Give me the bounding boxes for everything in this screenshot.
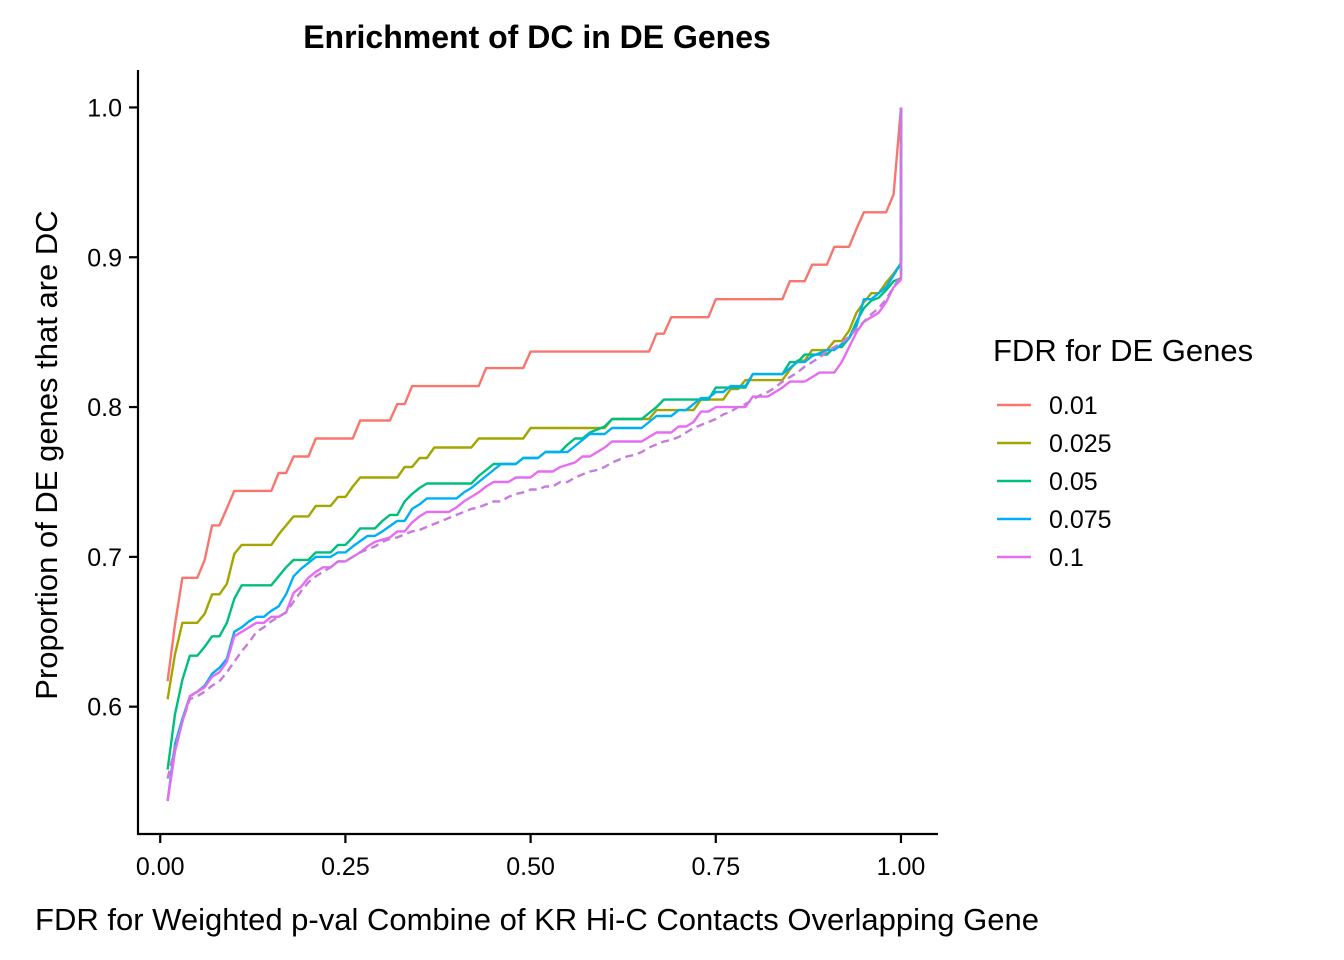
legend: FDR for DE Genes 0.01 0.025 0.05 0.075 0.1 [993, 333, 1253, 572]
plot-area [166, 107, 903, 802]
series-line-0_1 [166, 107, 903, 802]
y-tick-label: 0.9 [87, 244, 122, 272]
x-tick-label: 0.25 [321, 853, 370, 881]
legend-title: FDR for DE Genes [993, 333, 1253, 368]
y-tick-label: 0.6 [87, 694, 122, 722]
x-tick-label: 0.50 [506, 853, 555, 881]
series-line-0_025 [166, 107, 903, 700]
legend-label: 0.075 [1049, 506, 1112, 534]
x-tick-label: 0.00 [136, 853, 185, 881]
chart-title: Enrichment of DC in DE Genes [303, 19, 771, 55]
x-axis-label: FDR for Weighted p-val Combine of KR Hi-… [35, 902, 1039, 937]
legend-label: 0.025 [1049, 430, 1112, 458]
y-axis-ticks: 0.6 0.7 0.8 0.9 1.0 [87, 94, 138, 722]
series-line-0_05 [166, 107, 903, 770]
series-line-0_01 [166, 107, 903, 682]
x-tick-label: 1.00 [877, 853, 926, 881]
y-tick-label: 1.0 [87, 94, 122, 122]
legend-label: 0.05 [1049, 468, 1098, 496]
y-axis-label: Proportion of DE genes that are DC [29, 210, 64, 699]
legend-label: 0.1 [1049, 544, 1084, 572]
legend-label: 0.01 [1049, 392, 1098, 420]
series-line-0_075 [166, 107, 903, 802]
x-axis-ticks: 0.00 0.25 0.50 0.75 1.00 [136, 834, 925, 881]
x-tick-label: 0.75 [691, 853, 740, 881]
y-tick-label: 0.8 [87, 394, 122, 422]
series-line-dashed [166, 107, 903, 779]
y-tick-label: 0.7 [87, 544, 122, 572]
